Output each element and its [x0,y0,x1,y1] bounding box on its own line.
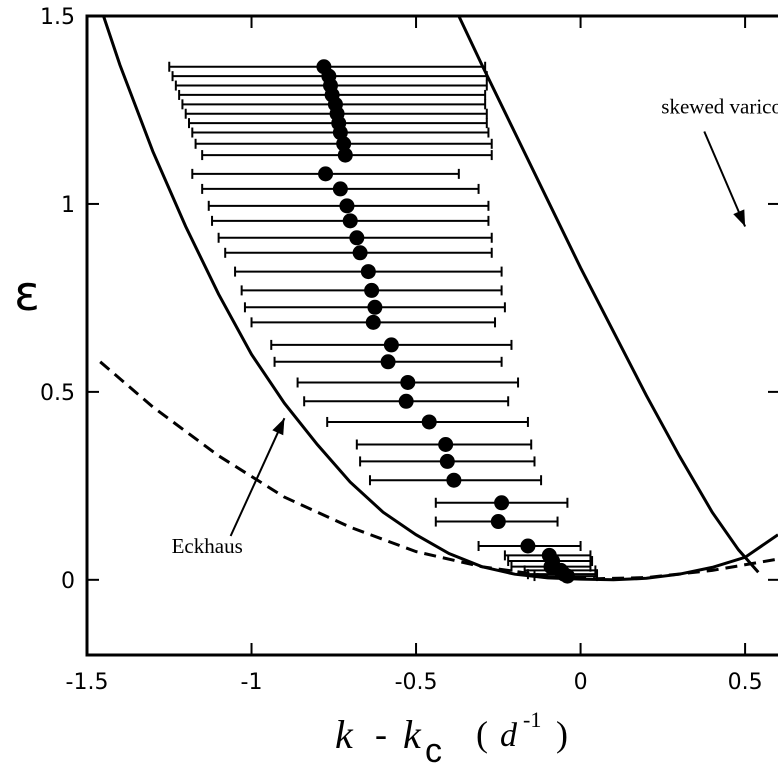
annotation-eckhaus: Eckhaus [172,534,243,558]
x-axis-label-d: d [500,717,518,754]
y-axis-label: ε [14,266,40,322]
data-point [559,568,575,584]
data-point [421,414,437,430]
x-axis-label-exponent: -1 [523,707,541,732]
curve-skewed-varicose [457,16,760,574]
curve-eckhaus [102,16,778,582]
data-point [365,314,381,330]
x-axis-label-paren-open: ( [476,714,488,754]
data-point [520,538,536,554]
y-tick-label: 0.5 [40,381,75,406]
x-axis-label-c: c [425,732,442,766]
y-tick-label: 1 [61,193,75,218]
curves-layer [99,16,778,582]
data-point [494,495,510,511]
data-point [318,166,334,182]
data-point [364,282,380,298]
data-point [446,472,462,488]
x-axis-label-paren-close: ) [556,714,568,754]
ticks-layer: -1.5 -1 -0.5 0 0.5 0 0.5 1 1.5 [40,5,778,695]
data-point [342,213,358,229]
data-point [349,230,365,246]
data-point [439,453,455,469]
data-point [490,514,506,530]
annotation-arrow-skewed-varicose [703,131,747,227]
data-point [383,337,399,353]
x-axis-label: k - k c ( d -1 ) [335,707,568,766]
data-point [332,181,348,197]
x-axis-label-k: k [335,712,354,757]
x-tick-label: -1 [241,670,263,695]
x-axis-label-kc: k [403,712,422,757]
plot-frame [85,14,778,657]
x-tick-label: 0.5 [728,670,763,695]
annotation-skewed-varicose: skewed varicose [661,94,778,118]
arrowhead-icon [272,418,285,436]
data-point [337,147,353,163]
x-tick-label: 0 [574,670,588,695]
y-tick-label: 0 [61,569,75,594]
data-point [336,136,352,152]
data-point [332,125,348,141]
data-point [339,198,355,214]
data-point [380,354,396,370]
annotation-arrow-eckhaus [229,417,286,537]
data-point [352,245,368,261]
data-point [367,299,383,315]
x-tick-label: -1.5 [66,670,109,695]
points-layer [316,59,575,584]
data-point [398,393,414,409]
y-tick-label: 1.5 [40,5,75,30]
curve-dashed [99,360,778,581]
data-point [360,264,376,280]
x-axis-label-dash: - [375,714,387,754]
arrowhead-icon [733,209,746,227]
annotations-layer: skewed varicose Eckhaus [172,94,778,558]
x-tick-label: -0.5 [395,670,438,695]
data-point [438,437,454,453]
data-point [400,374,416,390]
